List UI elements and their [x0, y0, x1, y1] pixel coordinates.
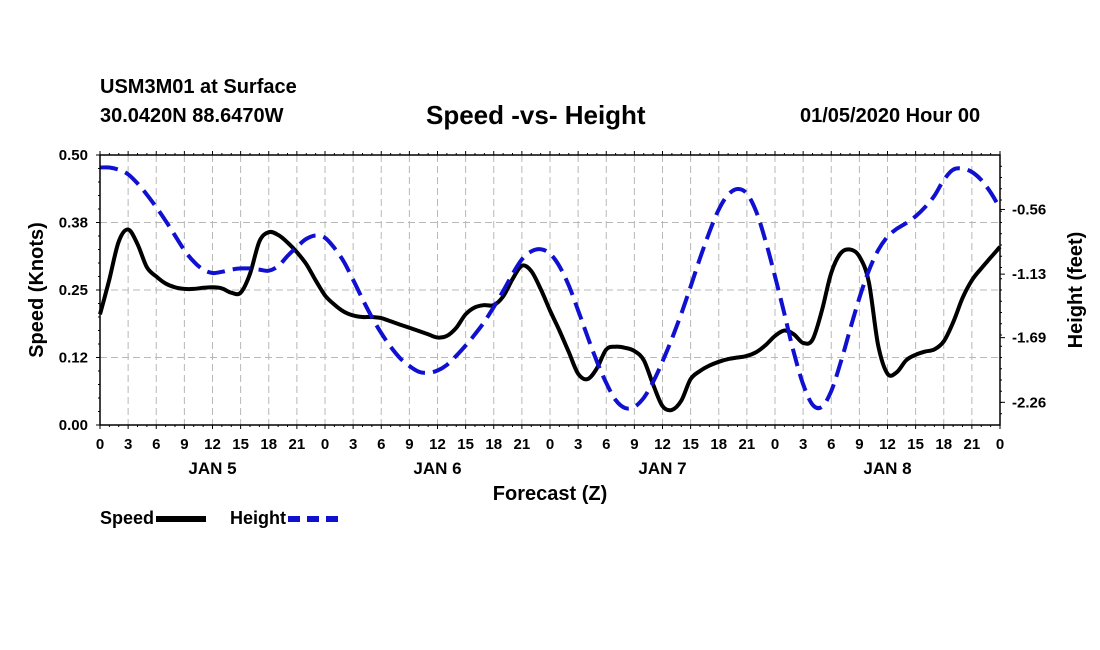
- chart-title: Speed -vs- Height: [426, 100, 646, 130]
- x-tick-label: 21: [289, 436, 306, 453]
- x-tick-label: 21: [514, 436, 531, 453]
- x-tick-label: 15: [682, 436, 699, 453]
- x-tick-label: 18: [935, 436, 952, 453]
- legend-speed-label: Speed: [100, 508, 155, 528]
- legend-height-swatch: [288, 515, 338, 522]
- x-tick-label: 12: [879, 436, 896, 453]
- x-tick-label: 3: [124, 436, 132, 453]
- height-series-line: [99, 165, 1002, 411]
- series-layer: [98, 165, 1002, 413]
- x-tick-label: 9: [180, 436, 188, 453]
- x-tick-label: 0: [771, 436, 779, 453]
- x-tick-label: 9: [630, 436, 638, 453]
- x-tick-label: 0: [96, 436, 104, 453]
- y2-axis-label: Height (feet): [1065, 232, 1087, 349]
- y2-tick-label: -0.56: [1012, 201, 1046, 218]
- x-tick-label: 12: [429, 436, 446, 453]
- x-tick-label: 3: [349, 436, 357, 453]
- x-tick-label: 21: [739, 436, 756, 453]
- legend-speed-swatch: [156, 515, 207, 522]
- x-tick-label: 21: [964, 436, 981, 453]
- legend-height: Height: [230, 508, 338, 529]
- x-tick-label: 3: [574, 436, 582, 453]
- y-tick-label: 0.25: [59, 282, 88, 299]
- y-tick-label: 0.50: [59, 147, 88, 164]
- x-tick-label: 6: [152, 436, 160, 453]
- x-day-label: JAN 7: [638, 459, 686, 478]
- x-tick-label: 3: [799, 436, 807, 453]
- x-tick-label: 0: [996, 436, 1004, 453]
- x-day-label: JAN 6: [413, 459, 461, 478]
- x-tick-label: 12: [654, 436, 671, 453]
- x-axis-label: Forecast (Z): [493, 483, 607, 505]
- legend-speed: Speed: [100, 508, 207, 529]
- forecast-run-time: 01/05/2020 Hour 00: [800, 105, 981, 127]
- x-tick-label: 6: [827, 436, 835, 453]
- x-tick-label: 18: [710, 436, 727, 453]
- x-day-label: JAN 5: [188, 459, 236, 478]
- x-tick-label: 18: [485, 436, 502, 453]
- station-label: USM3M01 at Surface: [100, 76, 297, 98]
- station-coordinates: 30.0420N 88.6470W: [100, 105, 284, 127]
- x-tick-label: 6: [377, 436, 385, 453]
- x-tick-label: 15: [232, 436, 249, 453]
- x-tick-label: 0: [546, 436, 554, 453]
- x-tick-label: 0: [321, 436, 329, 453]
- grid: [100, 155, 1000, 425]
- axes: 0 3 6 9 12 15 18 21 0 3 6 9 12 15 18 21 0 3 6 9 12 15 18 21 0 3 6 9…: [59, 147, 1046, 478]
- x-tick-label: 15: [457, 436, 474, 453]
- y2-tick-label: -2.26: [1012, 394, 1046, 411]
- y-tick-label: 0.12: [59, 350, 88, 367]
- x-tick-label: 9: [855, 436, 863, 453]
- speed-series-line: [98, 227, 1002, 413]
- y2-tick-label: -1.69: [1012, 330, 1046, 347]
- x-tick-label: 9: [405, 436, 413, 453]
- y2-tick-label: -1.13: [1012, 266, 1046, 283]
- y-axis-label: Speed (Knots): [26, 222, 48, 358]
- legend-height-label: Height: [230, 508, 286, 528]
- y-tick-label: 0.00: [59, 417, 88, 434]
- x-tick-label: 12: [204, 436, 221, 453]
- x-tick-label: 6: [602, 436, 610, 453]
- x-tick-label: 15: [907, 436, 924, 453]
- y-tick-label: 0.38: [59, 215, 88, 232]
- x-tick-label: 18: [260, 436, 277, 453]
- x-day-label: JAN 8: [863, 459, 911, 478]
